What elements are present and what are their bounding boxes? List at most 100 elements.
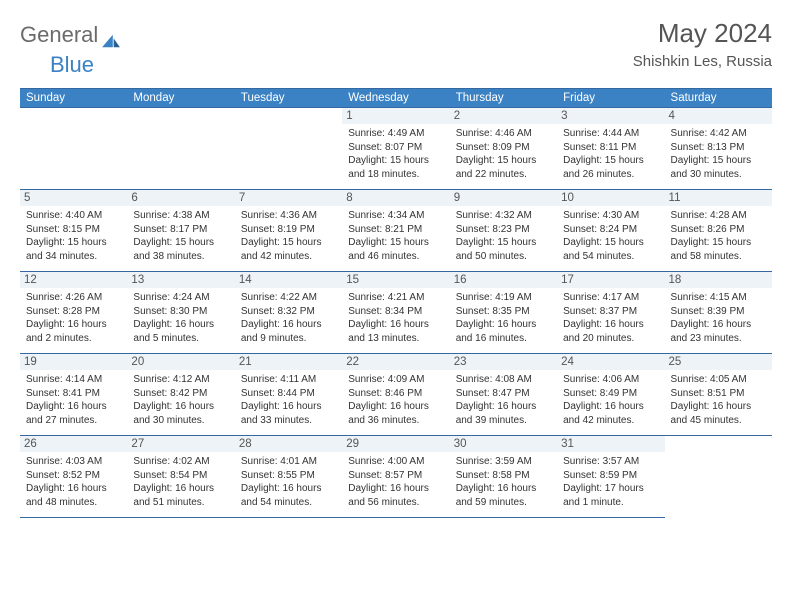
day-data: Sunrise: 3:57 AMSunset: 8:59 PMDaylight:… (563, 455, 658, 509)
day-data: Sunrise: 4:32 AMSunset: 8:23 PMDaylight:… (456, 209, 551, 263)
title-block: May 2024 Shishkin Les, Russia (633, 18, 772, 70)
day-number: 28 (235, 436, 342, 452)
calendar-cell: 7 Sunrise: 4:36 AMSunset: 8:19 PMDaylight… (235, 190, 342, 272)
weekday-header-cell: Wednesday (342, 89, 449, 108)
month-title: May 2024 (633, 18, 772, 49)
calendar-row: 1 Sunrise: 4:49 AMSunset: 8:07 PMDaylight… (20, 108, 772, 190)
weekday-header-cell: Tuesday (235, 89, 342, 108)
day-data: Sunrise: 4:14 AMSunset: 8:41 PMDaylight:… (26, 373, 121, 427)
day-number: 11 (665, 190, 772, 206)
calendar-row: 19Sunrise: 4:14 AMSunset: 8:41 PMDayligh… (20, 354, 772, 436)
day-data: Sunrise: 4:08 AMSunset: 8:47 PMDaylight:… (456, 373, 551, 427)
calendar-cell: 4 Sunrise: 4:42 AMSunset: 8:13 PMDaylight… (665, 108, 772, 190)
calendar-cell: 21Sunrise: 4:11 AMSunset: 8:44 PMDayligh… (235, 354, 342, 436)
day-data: Sunrise: 3:59 AMSunset: 8:58 PMDaylight:… (456, 455, 551, 509)
calendar-cell: 25 Sunrise: 4:05 AMSunset: 8:51 PMDayligh… (665, 354, 772, 436)
day-data: Sunrise: 4:03 AMSunset: 8:52 PMDaylight:… (26, 455, 121, 509)
day-number: 27 (127, 436, 234, 452)
day-data: Sunrise: 4:21 AMSunset: 8:34 PMDaylight:… (348, 291, 443, 345)
calendar-cell (235, 108, 342, 190)
day-data: Sunrise: 4:42 AMSunset: 8:13 PMDaylight:… (671, 127, 766, 181)
day-number: 8 (342, 190, 449, 206)
day-number: 23 (450, 354, 557, 370)
day-data: Sunrise: 4:09 AMSunset: 8:46 PMDaylight:… (348, 373, 443, 427)
calendar-cell: 16 Sunrise: 4:19 AMSunset: 8:35 PMDayligh… (450, 272, 557, 354)
calendar-cell (665, 436, 772, 518)
calendar-cell: 22 Sunrise: 4:09 AMSunset: 8:46 PMDayligh… (342, 354, 449, 436)
day-number: 9 (450, 190, 557, 206)
calendar-page: General May 2024 Shishkin Les, Russia Bl… (0, 0, 792, 536)
day-data: Sunrise: 4:11 AMSunset: 8:44 PMDaylight:… (241, 373, 336, 427)
day-number: 4 (665, 108, 772, 124)
day-number: 16 (450, 272, 557, 288)
day-number: 18 (665, 272, 772, 288)
day-number: 30 (450, 436, 557, 452)
calendar-cell: 3Sunrise: 4:44 AMSunset: 8:11 PMDaylight… (557, 108, 664, 190)
calendar-cell (20, 108, 127, 190)
day-number: 24 (557, 354, 664, 370)
day-number: 2 (450, 108, 557, 124)
calendar-table: SundayMondayTuesdayWednesdayThursdayFrid… (20, 88, 772, 518)
calendar-row: 26 Sunrise: 4:03 AMSunset: 8:52 PMDayligh… (20, 436, 772, 518)
day-number: 6 (127, 190, 234, 206)
calendar-cell: 27Sunrise: 4:02 AMSunset: 8:54 PMDayligh… (127, 436, 234, 518)
day-data: Sunrise: 4:00 AMSunset: 8:57 PMDaylight:… (348, 455, 443, 509)
day-number: 10 (557, 190, 664, 206)
calendar-cell: 10 Sunrise: 4:30 AMSunset: 8:24 PMDayligh… (557, 190, 664, 272)
calendar-cell: 6Sunrise: 4:38 AMSunset: 8:17 PMDaylight… (127, 190, 234, 272)
calendar-cell: 5 Sunrise: 4:40 AMSunset: 8:15 PMDaylight… (20, 190, 127, 272)
calendar-cell: 26 Sunrise: 4:03 AMSunset: 8:52 PMDayligh… (20, 436, 127, 518)
weekday-header-cell: Monday (127, 89, 234, 108)
day-data: Sunrise: 4:24 AMSunset: 8:30 PMDaylight:… (133, 291, 228, 345)
day-number: 25 (665, 354, 772, 370)
calendar-cell: 13Sunrise: 4:24 AMSunset: 8:30 PMDayligh… (127, 272, 234, 354)
day-number: 1 (342, 108, 449, 124)
day-data: Sunrise: 4:17 AMSunset: 8:37 PMDaylight:… (563, 291, 658, 345)
day-number: 12 (20, 272, 127, 288)
day-number: 14 (235, 272, 342, 288)
calendar-cell: 9 Sunrise: 4:32 AMSunset: 8:23 PMDaylight… (450, 190, 557, 272)
calendar-cell: 8Sunrise: 4:34 AMSunset: 8:21 PMDaylight… (342, 190, 449, 272)
day-data: Sunrise: 4:06 AMSunset: 8:49 PMDaylight:… (563, 373, 658, 427)
calendar-cell: 2 Sunrise: 4:46 AMSunset: 8:09 PMDaylight… (450, 108, 557, 190)
calendar-cell: 23 Sunrise: 4:08 AMSunset: 8:47 PMDayligh… (450, 354, 557, 436)
day-data: Sunrise: 4:49 AMSunset: 8:07 PMDaylight:… (348, 127, 443, 181)
calendar-row: 12Sunrise: 4:26 AMSunset: 8:28 PMDayligh… (20, 272, 772, 354)
location-text: Shishkin Les, Russia (633, 53, 772, 70)
day-data: Sunrise: 4:15 AMSunset: 8:39 PMDaylight:… (671, 291, 766, 345)
day-data: Sunrise: 4:01 AMSunset: 8:55 PMDaylight:… (241, 455, 336, 509)
calendar-cell: 12Sunrise: 4:26 AMSunset: 8:28 PMDayligh… (20, 272, 127, 354)
day-data: Sunrise: 4:05 AMSunset: 8:51 PMDaylight:… (671, 373, 766, 427)
calendar-cell: 11 Sunrise: 4:28 AMSunset: 8:26 PMDayligh… (665, 190, 772, 272)
weekday-header-cell: Sunday (20, 89, 127, 108)
day-number: 20 (127, 354, 234, 370)
calendar-body: 1 Sunrise: 4:49 AMSunset: 8:07 PMDaylight… (20, 108, 772, 518)
calendar-cell: 14 Sunrise: 4:22 AMSunset: 8:32 PMDayligh… (235, 272, 342, 354)
calendar-cell: 1 Sunrise: 4:49 AMSunset: 8:07 PMDaylight… (342, 108, 449, 190)
day-data: Sunrise: 4:28 AMSunset: 8:26 PMDaylight:… (671, 209, 766, 263)
day-number: 26 (20, 436, 127, 452)
calendar-cell: 31Sunrise: 3:57 AMSunset: 8:59 PMDayligh… (557, 436, 664, 518)
day-number: 7 (235, 190, 342, 206)
day-number: 22 (342, 354, 449, 370)
calendar-cell: 18 Sunrise: 4:15 AMSunset: 8:39 PMDayligh… (665, 272, 772, 354)
logo-text-2: Blue (50, 52, 94, 77)
day-data: Sunrise: 4:19 AMSunset: 8:35 PMDaylight:… (456, 291, 551, 345)
day-number: 5 (20, 190, 127, 206)
logo-text-1: General (20, 22, 98, 48)
weekday-header-cell: Friday (557, 89, 664, 108)
day-data: Sunrise: 4:22 AMSunset: 8:32 PMDaylight:… (241, 291, 336, 345)
weekday-header-cell: Saturday (665, 89, 772, 108)
calendar-cell (127, 108, 234, 190)
day-data: Sunrise: 4:30 AMSunset: 8:24 PMDaylight:… (563, 209, 658, 263)
day-number: 15 (342, 272, 449, 288)
calendar-cell: 29Sunrise: 4:00 AMSunset: 8:57 PMDayligh… (342, 436, 449, 518)
day-data: Sunrise: 4:12 AMSunset: 8:42 PMDaylight:… (133, 373, 228, 427)
day-data: Sunrise: 4:46 AMSunset: 8:09 PMDaylight:… (456, 127, 551, 181)
day-data: Sunrise: 4:40 AMSunset: 8:15 PMDaylight:… (26, 209, 121, 263)
day-data: Sunrise: 4:36 AMSunset: 8:19 PMDaylight:… (241, 209, 336, 263)
day-number: 17 (557, 272, 664, 288)
calendar-cell: 24 Sunrise: 4:06 AMSunset: 8:49 PMDayligh… (557, 354, 664, 436)
calendar-cell: 28 Sunrise: 4:01 AMSunset: 8:55 PMDayligh… (235, 436, 342, 518)
calendar-cell: 20 Sunrise: 4:12 AMSunset: 8:42 PMDayligh… (127, 354, 234, 436)
